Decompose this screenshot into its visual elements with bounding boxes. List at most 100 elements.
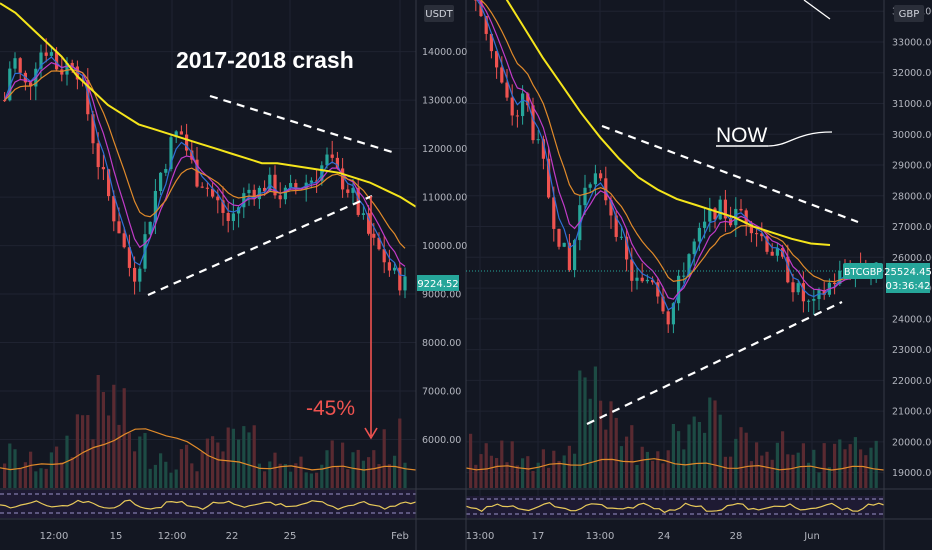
candle-body bbox=[661, 296, 665, 312]
candle-body bbox=[708, 208, 712, 222]
candle-body bbox=[640, 277, 644, 282]
candle-body bbox=[557, 228, 561, 247]
candle-body bbox=[117, 221, 121, 234]
candle-body bbox=[101, 167, 105, 170]
volume-bar bbox=[827, 467, 831, 488]
volume-bar bbox=[666, 450, 670, 488]
volume-bar bbox=[216, 442, 220, 488]
x-tick-label: 12:00 bbox=[40, 531, 69, 542]
volume-bar bbox=[567, 445, 571, 488]
volume-bar bbox=[8, 443, 12, 488]
y-tick-label: 11000.00 bbox=[422, 193, 467, 204]
volume-bar bbox=[315, 472, 319, 488]
y-tick-label: 33000.00 bbox=[892, 37, 932, 48]
candle-body bbox=[723, 199, 727, 219]
candle-body bbox=[583, 187, 587, 206]
candle-body bbox=[573, 240, 577, 271]
volume-bar bbox=[91, 439, 95, 488]
candle-body bbox=[645, 279, 649, 282]
candle-body bbox=[148, 221, 152, 235]
candle-body bbox=[614, 215, 618, 237]
right-resistance-trendline bbox=[601, 124, 859, 224]
y-tick-label: 6000.00 bbox=[422, 435, 461, 446]
volume-bar bbox=[599, 400, 603, 488]
candle-body bbox=[159, 172, 163, 192]
volume-bar bbox=[661, 463, 665, 488]
candle-body bbox=[351, 187, 355, 193]
candle-body bbox=[190, 150, 194, 160]
candle-body bbox=[247, 189, 251, 194]
y-tick-label: 23000.00 bbox=[892, 345, 932, 356]
symbol-badge bbox=[843, 263, 883, 279]
candle-body bbox=[18, 58, 22, 73]
volume-bar bbox=[604, 429, 608, 488]
y-tick-label: 9000.00 bbox=[422, 290, 461, 301]
candle-body bbox=[86, 80, 90, 115]
volume-bar bbox=[283, 463, 287, 488]
candle-body bbox=[325, 154, 329, 166]
candle-body bbox=[796, 283, 800, 293]
x-tick-label: 25 bbox=[284, 531, 297, 542]
y-tick-label: 19000.00 bbox=[892, 468, 932, 479]
candle-body bbox=[651, 279, 655, 283]
candle-body bbox=[775, 248, 779, 256]
y-tick-label: 22000.00 bbox=[892, 376, 932, 387]
candle-body bbox=[387, 262, 391, 271]
candle-body bbox=[765, 236, 769, 252]
y-tick-label: 20000.00 bbox=[892, 437, 932, 448]
x-tick-label: 28 bbox=[730, 531, 743, 542]
candle-body bbox=[791, 282, 795, 293]
x-tick-label: Feb bbox=[391, 531, 409, 542]
volume-bar bbox=[630, 425, 634, 488]
candle-body bbox=[801, 283, 805, 302]
volume-bar bbox=[484, 443, 488, 488]
candle-body bbox=[536, 139, 540, 141]
y-tick-label: 21000.00 bbox=[892, 407, 932, 418]
volume-bar bbox=[341, 442, 345, 488]
candle-body bbox=[377, 237, 381, 250]
y-tick-label: 14000.00 bbox=[422, 47, 467, 58]
candle-body bbox=[309, 180, 313, 183]
candle-body bbox=[268, 174, 272, 192]
candle-body bbox=[289, 183, 293, 188]
x-tick-label: Jun bbox=[803, 531, 820, 542]
volume-bar bbox=[796, 452, 800, 488]
volume-bar bbox=[692, 416, 696, 488]
volume-bar bbox=[257, 463, 261, 488]
volume-bar bbox=[185, 444, 189, 488]
volume-bar bbox=[242, 426, 246, 488]
candle-body bbox=[382, 249, 386, 263]
volume-bar bbox=[325, 450, 329, 488]
candle-body bbox=[13, 58, 17, 69]
volume-bar bbox=[593, 366, 597, 488]
candle-body bbox=[547, 158, 551, 198]
candle-body bbox=[770, 251, 774, 256]
volume-bar bbox=[164, 461, 168, 488]
candle-body bbox=[367, 213, 371, 234]
x-tick-label: 22 bbox=[226, 531, 239, 542]
volume-bar bbox=[169, 472, 173, 488]
candle-body bbox=[541, 139, 545, 159]
volume-bar bbox=[294, 463, 298, 488]
volume-bar bbox=[81, 415, 85, 488]
volume-bar bbox=[49, 452, 53, 488]
volume-bar bbox=[562, 455, 566, 488]
volume-bar bbox=[708, 397, 712, 488]
candle-body bbox=[398, 267, 402, 291]
candle-body bbox=[112, 196, 116, 222]
left-chart-plot bbox=[0, 2, 416, 488]
y-tick-label: 28000.00 bbox=[892, 191, 932, 202]
candle-body bbox=[822, 290, 826, 295]
candle-body bbox=[677, 275, 681, 304]
y-tick-label: 13000.00 bbox=[422, 96, 467, 107]
left-last-price: 9224.52 bbox=[417, 279, 458, 290]
left-currency-badge bbox=[424, 5, 454, 22]
right-currency-badge bbox=[894, 5, 924, 22]
volume-bar bbox=[190, 463, 194, 488]
left-currency-label: USDT bbox=[425, 9, 453, 20]
volume-bar bbox=[117, 424, 121, 488]
candle-body bbox=[817, 290, 821, 300]
candle-body bbox=[625, 236, 629, 260]
volume-bar bbox=[70, 457, 74, 488]
candle-body bbox=[361, 213, 365, 215]
